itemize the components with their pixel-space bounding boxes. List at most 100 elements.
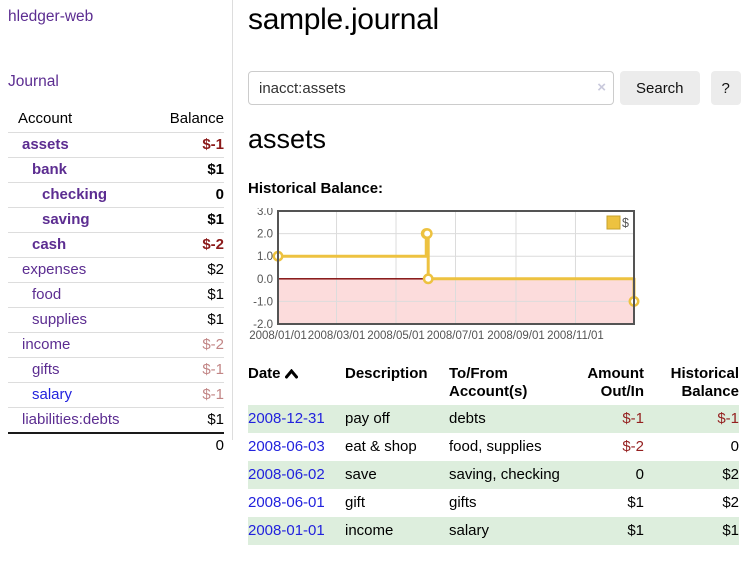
account-balance: $1 [153, 157, 224, 183]
account-balance: $-1 [153, 132, 224, 158]
help-button[interactable]: ? [710, 71, 741, 105]
account-heading: assets [248, 124, 327, 154]
register-header-description: Description [345, 365, 428, 382]
search-button[interactable]: Search [620, 71, 700, 105]
chart-title: Historical Balance: [248, 180, 384, 197]
account-link-bank[interactable]: bank [32, 161, 68, 178]
account-link-income[interactable]: income [22, 336, 71, 353]
register-amount-cell: $1 [567, 517, 644, 545]
account-balance: $1 [153, 407, 224, 433]
account-balance: $1 [153, 307, 224, 333]
transaction-date-link[interactable]: 2008-12-31 [248, 410, 325, 427]
svg-text:0.0: 0.0 [257, 274, 273, 286]
clear-search-icon[interactable]: × [597, 79, 606, 96]
app-layout: hledger-web Journal Account Balance asse… [0, 0, 742, 545]
account-balance: 0 [153, 182, 224, 208]
accounts-balance-table: Account Balance assets $-1 bank $1 checking 0… [8, 108, 224, 458]
account-link-liabilities-debts[interactable]: liabilities:debts [22, 411, 120, 428]
account-link-assets[interactable]: assets [22, 136, 69, 153]
search-input-wrap: × [248, 71, 614, 105]
account-link-expenses[interactable]: expenses [22, 261, 87, 278]
sidebar: hledger-web Journal Account Balance asse… [0, 0, 233, 458]
register-header-date[interactable]: Date [248, 363, 345, 405]
register-balance-cell: 0 [730, 438, 739, 455]
register-accounts-cell: salary [449, 517, 567, 545]
account-row: checking 0 [8, 182, 224, 208]
historical-balance-chart[interactable]: $3.0 2.0 1.0 0.0 -1.0 -2.0 2008/01/01 2008/03/0… [248, 208, 640, 344]
svg-text:$: $ [622, 216, 629, 230]
register-balance-cell: $-1 [644, 405, 739, 433]
register-amount-cell: 0 [567, 461, 644, 489]
register-header-balance: Historical Balance [670, 365, 739, 400]
svg-text:2008/03/01: 2008/03/01 [308, 330, 366, 342]
account-link-saving[interactable]: saving [42, 211, 90, 228]
transaction-date-link[interactable]: 2008-06-01 [248, 494, 325, 511]
register-row: 2008-01-01 income salary $1 $1 [248, 517, 739, 545]
account-row: liabilities:debts $1 [8, 407, 224, 433]
account-link-food[interactable]: food [32, 286, 62, 303]
svg-text:2008/01/01: 2008/01/01 [249, 330, 307, 342]
search-input[interactable] [248, 71, 614, 105]
transaction-date-link[interactable]: 2008-06-03 [248, 438, 325, 455]
register-accounts-cell: saving, checking [449, 461, 567, 489]
account-row: income $-2 [8, 332, 224, 358]
account-row: food $1 [8, 282, 224, 308]
register-header-amount: Amount Out/In [587, 365, 644, 400]
register-balance-cell: $2 [722, 494, 739, 511]
sort-ascending-icon [284, 366, 298, 384]
register-date-cell: 2008-06-03 [248, 433, 345, 461]
account-row: gifts $-1 [8, 357, 224, 383]
register-description-cell: eat & shop [345, 438, 417, 455]
search-form: × Search ? [248, 71, 742, 105]
account-balance: $-2 [153, 332, 224, 358]
register-description-cell: pay off [345, 405, 449, 433]
register-header-row: Date Description To/From Account(s) Amou… [248, 363, 739, 405]
register-amount-cell: $1 [627, 494, 644, 511]
register-accounts-cell: debts [449, 405, 567, 433]
sidebar-item-journal[interactable]: Journal [8, 73, 59, 90]
register-date-cell: 2008-06-01 [248, 489, 345, 517]
accounts-table-body: assets $-1 bank $1 checking 0 saving $1 cash $-2 e… [8, 132, 224, 433]
accounts-header-account: Account [18, 110, 73, 127]
svg-text:2008/09/01: 2008/09/01 [487, 330, 545, 342]
svg-text:2008/11/01: 2008/11/01 [547, 330, 604, 342]
account-balance: $-2 [153, 232, 224, 258]
account-balance: $2 [153, 257, 224, 283]
svg-text:2008/05/01: 2008/05/01 [367, 330, 425, 342]
register-row: 2008-06-01 gift gifts $1 $2 [248, 489, 739, 517]
register-row: 2008-06-02 save saving, checking 0 $2 [248, 461, 739, 489]
account-link-cash[interactable]: cash [32, 236, 67, 253]
register-date-cell: 2008-01-01 [248, 517, 345, 545]
svg-text:3.0: 3.0 [257, 208, 273, 218]
account-row: bank $1 [8, 157, 224, 183]
account-link-supplies[interactable]: supplies [32, 311, 88, 328]
accounts-total-row: 0 [8, 432, 224, 458]
svg-text:2.0: 2.0 [257, 229, 273, 241]
account-balance: $-1 [153, 382, 224, 408]
register-balance-cell: $2 [644, 461, 739, 489]
register-description-cell: income [345, 517, 449, 545]
accounts-header-balance: Balance [169, 110, 224, 127]
register-description-cell: gift [345, 494, 366, 511]
account-row: salary $-1 [8, 382, 224, 408]
register-accounts-cell: gifts [449, 494, 477, 511]
register-date-cell: 2008-12-31 [248, 405, 345, 433]
account-link-gifts[interactable]: gifts [32, 361, 60, 378]
account-link-checking[interactable]: checking [42, 186, 108, 203]
account-row: expenses $2 [8, 257, 224, 283]
svg-text:-2.0: -2.0 [253, 319, 273, 331]
app-title-link[interactable]: hledger-web [8, 8, 94, 25]
register-date-cell: 2008-06-02 [248, 461, 345, 489]
transaction-date-link[interactable]: 2008-06-02 [248, 466, 325, 483]
account-row: cash $-2 [8, 232, 224, 258]
register-row: 2008-06-03 eat & shop food, supplies $-2 0 [248, 433, 739, 461]
svg-text:-1.0: -1.0 [253, 296, 273, 308]
register-description-cell: save [345, 461, 449, 489]
register-header-accounts: To/From Account(s) [449, 365, 528, 400]
register-amount-cell: $-1 [567, 405, 644, 433]
register-balance-cell: $1 [644, 517, 739, 545]
account-link-salary[interactable]: salary [32, 386, 73, 403]
register-row: 2008-12-31 pay off debts $-1 $-1 [248, 405, 739, 433]
transaction-date-link[interactable]: 2008-01-01 [248, 522, 325, 539]
